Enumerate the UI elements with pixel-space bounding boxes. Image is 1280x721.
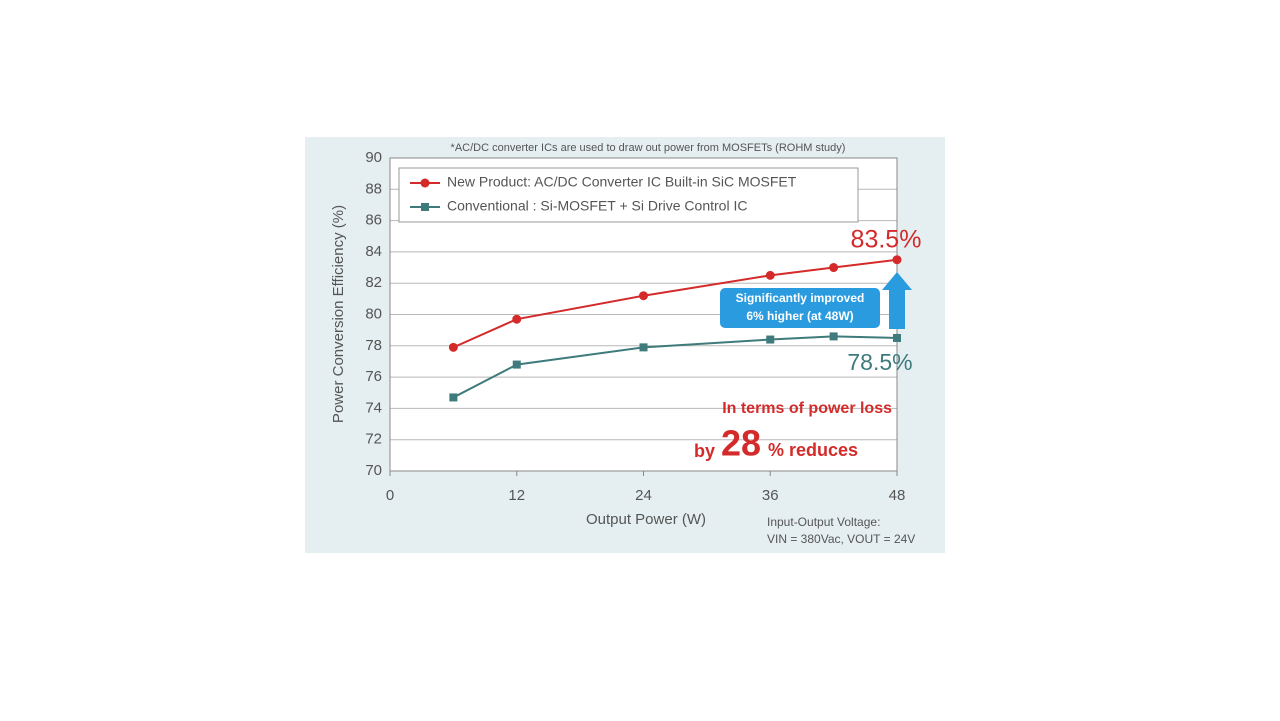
- point: [639, 343, 648, 352]
- legend-label: Conventional : Si-MOSFET + Si Drive Cont…: [447, 198, 747, 214]
- x-axis-label: Output Power (W): [586, 511, 706, 528]
- y-tick-label: 76: [365, 368, 382, 385]
- y-tick-label: 84: [365, 243, 382, 260]
- conventional-value-label: 78.5%: [847, 349, 912, 375]
- callout-text: 6% higher (at 48W): [746, 309, 853, 323]
- point: [829, 332, 838, 341]
- marks: [448, 255, 902, 402]
- conditions: Input-Output Voltage:: [767, 515, 880, 529]
- point: [448, 342, 458, 352]
- loss-text: In terms of power loss: [722, 400, 892, 417]
- callout: [720, 288, 880, 328]
- point: [449, 393, 458, 402]
- x-tick-label: 0: [386, 487, 394, 504]
- conditions: VIN = 380Vac, VOUT = 24V: [767, 532, 915, 546]
- legend-label: New Product: AC/DC Converter IC Built-in…: [447, 174, 797, 190]
- x-tick-label: 12: [508, 487, 525, 504]
- x-tick-label: 24: [635, 487, 652, 504]
- legend-items: New Product: AC/DC Converter IC Built-in…: [410, 174, 797, 214]
- series-line: [452, 258, 898, 349]
- point: [893, 333, 901, 342]
- x-tick-label: 36: [762, 487, 779, 504]
- up-arrow: [882, 272, 912, 329]
- y-tick-label: 82: [365, 274, 382, 291]
- point: [512, 360, 521, 369]
- y-tick-label: 74: [365, 399, 382, 416]
- y-tick-label: 80: [365, 305, 382, 322]
- x-tick-label: 48: [889, 487, 906, 504]
- y-tick-label: 72: [365, 431, 382, 448]
- point: [420, 178, 430, 188]
- y-axis-label: Power Conversion Efficiency (%): [330, 205, 347, 423]
- loss-number: 28: [721, 423, 761, 464]
- legend: [398, 167, 859, 223]
- new-value-label: 83.5%: [851, 226, 922, 254]
- series-line: [452, 335, 898, 399]
- point: [639, 291, 648, 301]
- point: [512, 314, 522, 324]
- y-tick-label: 70: [365, 462, 382, 479]
- loss-text: by: [694, 441, 715, 461]
- point: [829, 263, 839, 273]
- point: [766, 335, 775, 344]
- y-tick-label: 88: [365, 180, 382, 197]
- y-tick-label: 86: [365, 212, 382, 229]
- y-tick-label: 90: [365, 149, 382, 166]
- subtitle: *AC/DC converter ICs are used to draw ou…: [451, 142, 846, 154]
- point: [765, 270, 775, 280]
- point: [892, 255, 902, 265]
- callout-text: Significantly improved: [736, 291, 865, 305]
- y-tick-label: 78: [365, 337, 382, 354]
- point: [421, 203, 429, 211]
- loss-text: % reduces: [768, 440, 858, 460]
